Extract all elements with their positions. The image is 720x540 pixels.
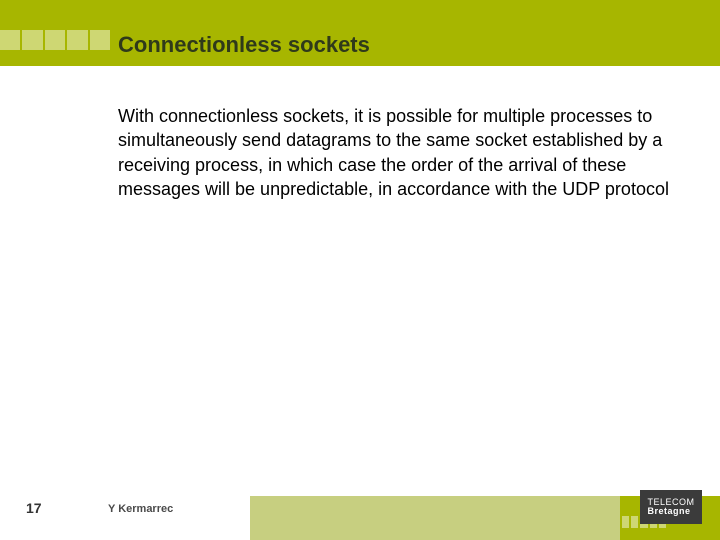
decoration-cell (622, 516, 629, 528)
decoration-cell (45, 30, 65, 50)
logo-text: TELECOM Bretagne (647, 498, 694, 516)
footer-mid-strip (250, 496, 620, 540)
slide-title: Connectionless sockets (118, 32, 370, 58)
decoration-cell (0, 30, 20, 50)
slide: { "colors": { "olive": "#a7b600", "title… (0, 0, 720, 540)
author-name: Y Kermarrec (108, 503, 173, 515)
logo-line2: Bretagne (647, 506, 690, 516)
page-number: 17 (26, 500, 42, 516)
body-paragraph: With connectionless sockets, it is possi… (118, 104, 678, 201)
decoration-cell (22, 30, 42, 50)
telecom-bretagne-logo: TELECOM Bretagne (640, 490, 702, 524)
header-decoration (0, 30, 110, 50)
decoration-cell (67, 30, 87, 50)
decoration-cell (90, 30, 110, 50)
decoration-cell (631, 516, 638, 528)
